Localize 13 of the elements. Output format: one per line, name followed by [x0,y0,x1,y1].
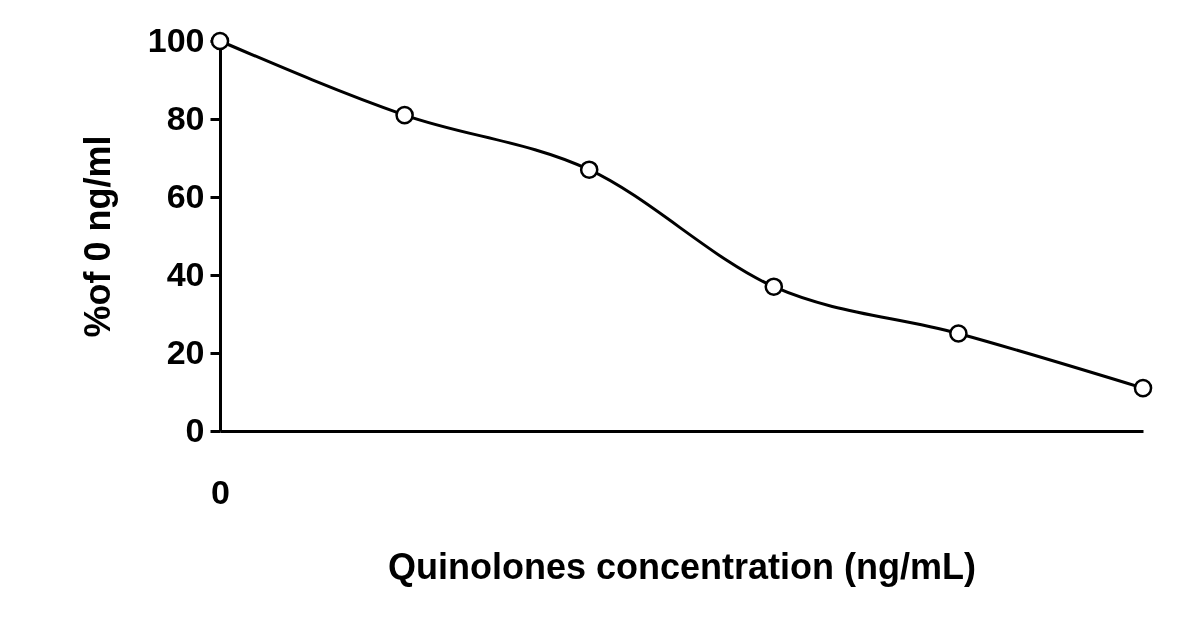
y-tick-label: 60 [166,176,205,215]
y-tick-label: 0 [185,410,205,449]
y-axis-title: %of 0 ng/ml [76,135,118,338]
y-tick-label: 100 [147,20,205,59]
y-tick-label: 20 [166,332,205,371]
y-tick-label: 40 [166,254,205,293]
point [395,105,414,125]
point [764,277,784,296]
x-axis-title: Quinolones concentration (ng/mL) [388,545,976,587]
point [579,160,599,179]
point [1133,378,1153,398]
y-tick-label: 80 [166,98,205,137]
point [949,324,968,343]
